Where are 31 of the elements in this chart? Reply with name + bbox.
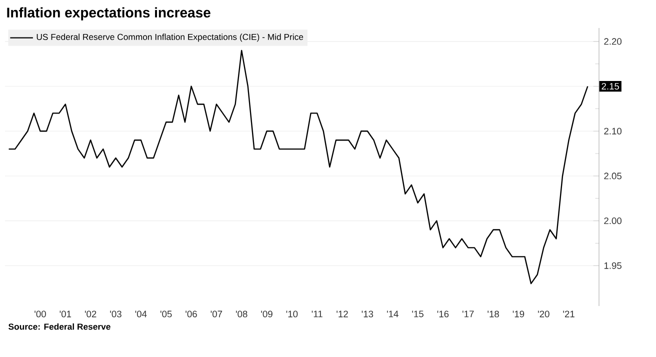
x-tick-label: '04 bbox=[135, 310, 147, 318]
x-tick-label: '11 bbox=[312, 310, 322, 318]
x-tick-label: '19 bbox=[512, 310, 524, 318]
legend-label: US Federal Reserve Common Inflation Expectations (CIE) - Mid Price bbox=[36, 34, 304, 42]
x-tick-label: '05 bbox=[160, 310, 172, 318]
y-tick-label: 2.00 bbox=[604, 218, 622, 224]
x-tick-label: '12 bbox=[336, 310, 348, 318]
x-tick-label: '17 bbox=[462, 310, 474, 318]
y-tick-label: 1.95 bbox=[604, 262, 622, 269]
x-tick-label: '10 bbox=[286, 310, 298, 318]
x-tick-label: '13 bbox=[362, 310, 374, 318]
x-tick-label: '00 bbox=[34, 310, 46, 318]
x-tick-label: '21 bbox=[563, 310, 574, 318]
x-tick-label: '03 bbox=[110, 310, 122, 318]
x-tick-label: '06 bbox=[186, 310, 197, 318]
x-tick-label: '15 bbox=[412, 310, 424, 318]
data-label: 2.15 bbox=[602, 82, 620, 90]
x-tick-label: '18 bbox=[488, 310, 499, 318]
x-tick-label: '14 bbox=[387, 310, 398, 318]
source-note: Source: Federal Reserve bbox=[8, 323, 110, 330]
x-tick-label: '16 bbox=[437, 310, 449, 318]
y-tick-label: 2.20 bbox=[604, 38, 622, 45]
y-tick-label: 2.05 bbox=[604, 172, 622, 180]
x-tick-label: '08 bbox=[236, 310, 248, 318]
x-tick-label: '09 bbox=[261, 310, 272, 318]
chart-title: Inflation expectations increase bbox=[7, 7, 210, 20]
x-tick-label: '07 bbox=[210, 310, 222, 318]
x-tick-label: '20 bbox=[538, 310, 550, 318]
x-tick-label: '02 bbox=[84, 310, 96, 318]
y-tick-label: 2.10 bbox=[604, 128, 622, 134]
x-tick-label: '01 bbox=[60, 310, 72, 318]
